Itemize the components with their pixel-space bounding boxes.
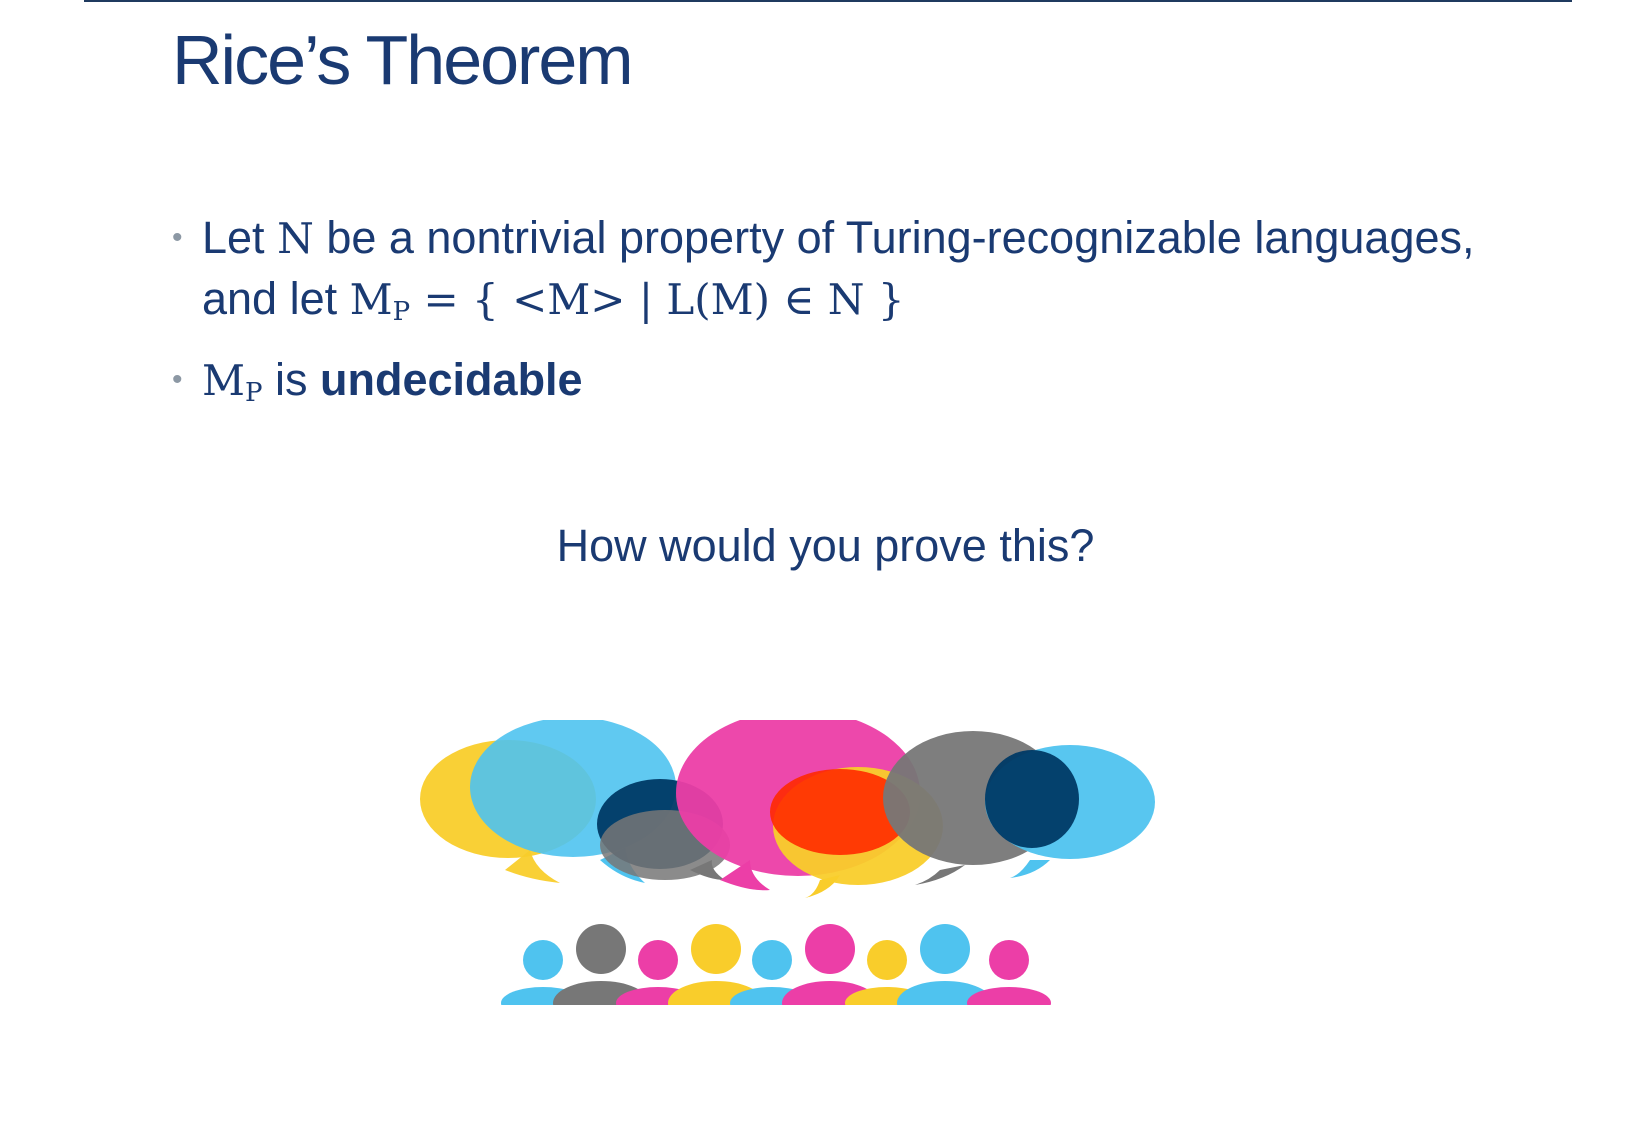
person-head-cyan xyxy=(752,940,792,980)
bullet-item-undecidable: • MP is undecidable xyxy=(172,350,1492,411)
person-head-cyan xyxy=(523,940,563,980)
speech-bubble-navy-right xyxy=(985,750,1079,848)
person-head-yellow xyxy=(867,940,907,980)
person-head-pink xyxy=(989,940,1029,980)
speech-bubbles-illustration xyxy=(420,720,1155,1005)
top-rule xyxy=(84,0,1572,2)
speech-bubble-pink-center xyxy=(720,860,770,891)
speech-bubble-gray-right xyxy=(915,865,965,885)
bullet-dot: • xyxy=(172,221,183,254)
slide-title: Rice’s Theorem xyxy=(172,21,634,99)
math-mp: MP xyxy=(202,356,263,408)
bullet-dot: • xyxy=(172,363,183,396)
math-mp: MP xyxy=(349,275,411,327)
people-row xyxy=(501,924,1051,1005)
person-head-cyan xyxy=(920,924,970,974)
prove-question: How would you prove this? xyxy=(556,520,1095,571)
speech-bubble-cyan-right xyxy=(1010,860,1050,878)
bullet-text: be a nontrivial property of Turing-recog… xyxy=(202,212,1475,324)
bullet-text: Let xyxy=(202,212,278,263)
math-set-definition: = { <M> | L(M) ∈ N } xyxy=(410,275,905,324)
person-head-pink xyxy=(805,924,855,974)
bullet-item-property: • Let N be a nontrivial property of Turi… xyxy=(172,208,1492,330)
person-body-pink xyxy=(967,987,1051,1005)
speech-bubble-yellow-left xyxy=(505,850,560,883)
math-property-n: N xyxy=(277,214,314,263)
bold-undecidable: undecidable xyxy=(320,354,583,405)
bullet-list: • Let N be a nontrivial property of Turi… xyxy=(172,208,1492,431)
speech-bubble-red xyxy=(770,769,910,855)
person-head-yellow xyxy=(691,924,741,974)
person-head-pink xyxy=(638,940,678,980)
bullet-text: is xyxy=(262,354,321,405)
person-head-gray xyxy=(576,924,626,974)
